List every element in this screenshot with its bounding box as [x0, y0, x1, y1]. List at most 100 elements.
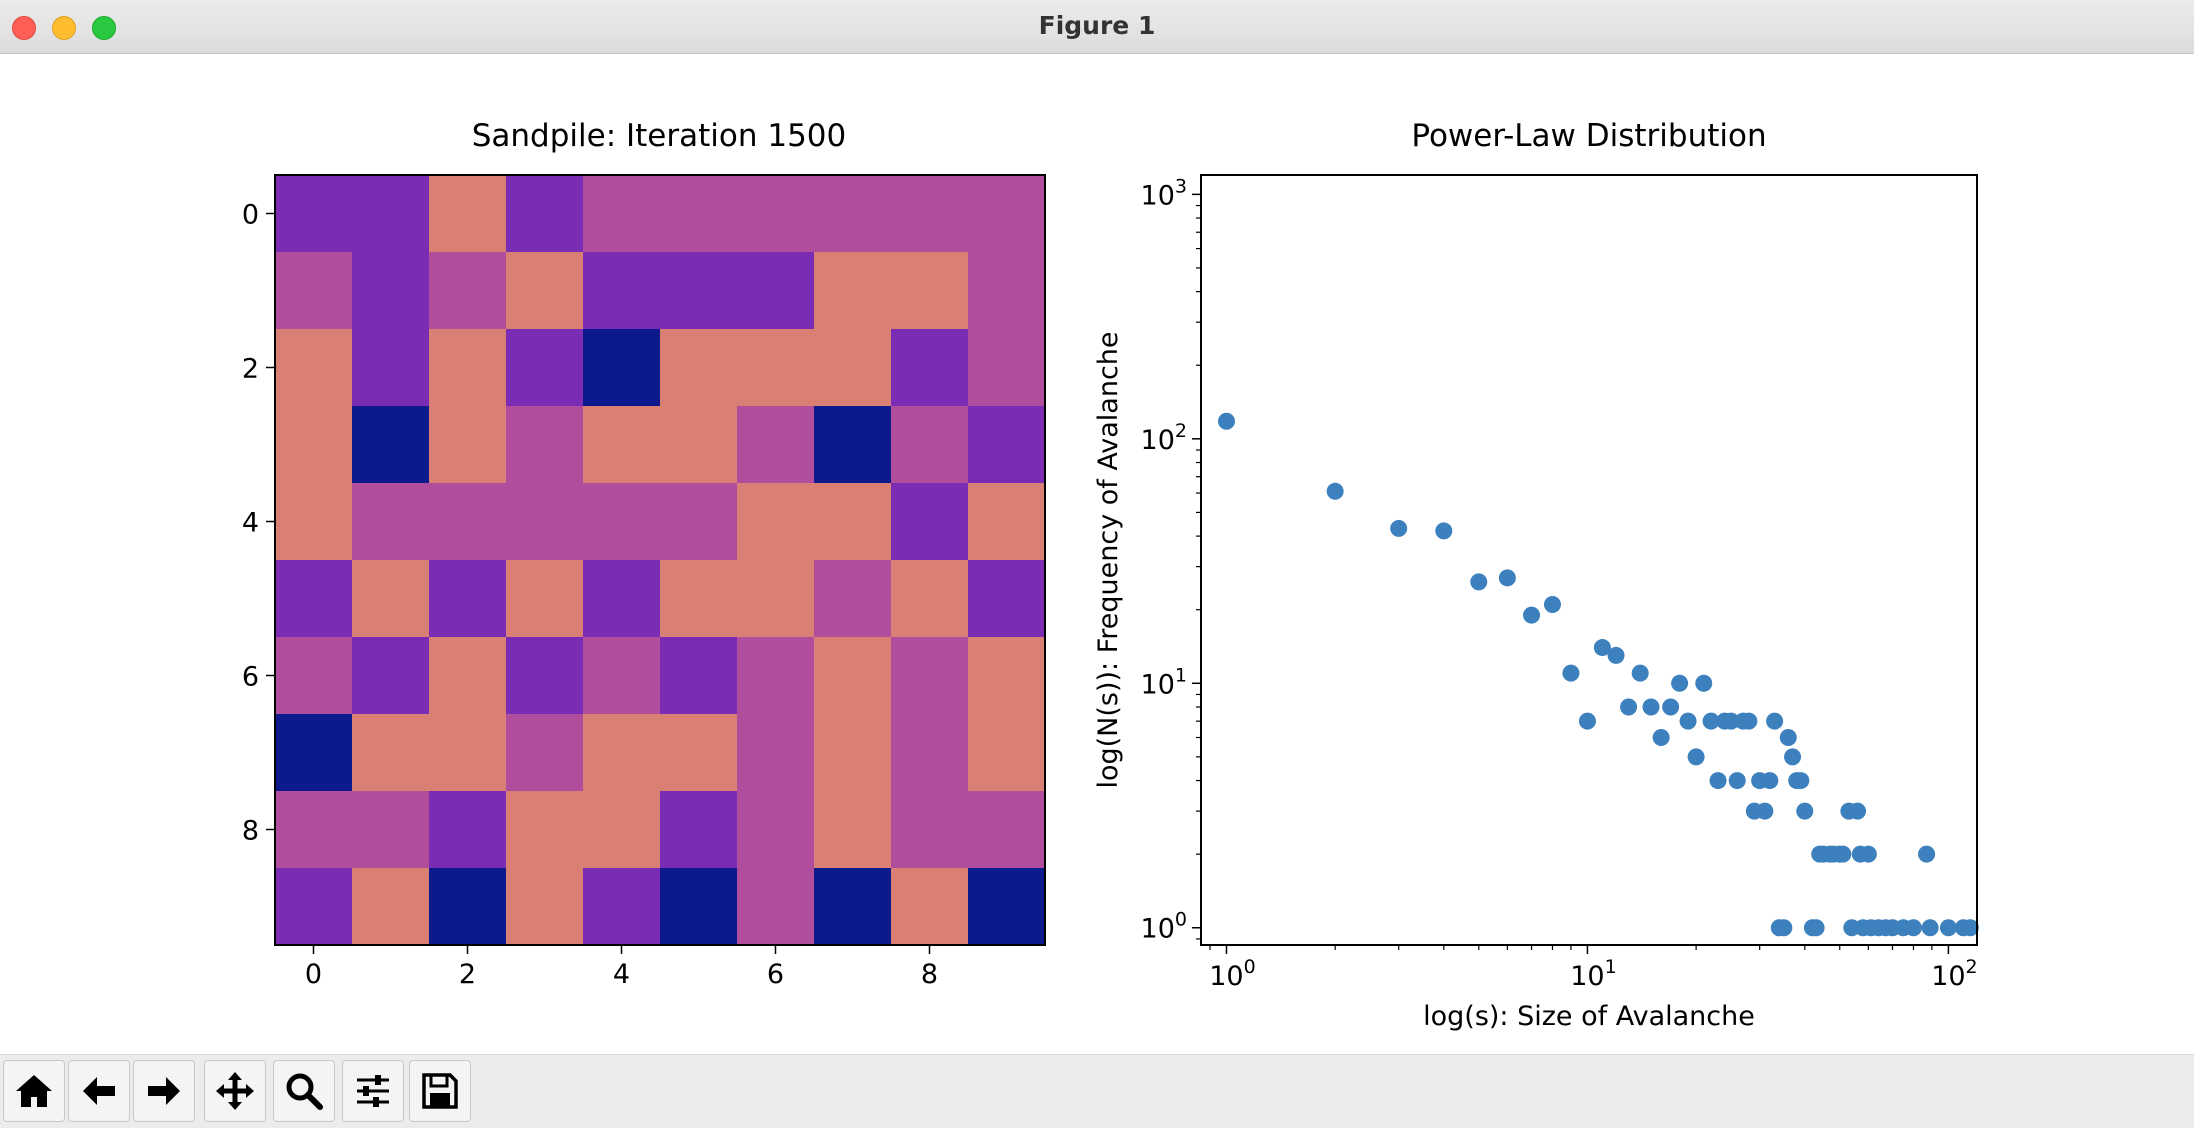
scatter-point — [1939, 919, 1957, 937]
heatmap-cell — [660, 637, 738, 715]
heatmap-cell — [968, 560, 1046, 638]
scatter-point — [1578, 712, 1596, 730]
heatmap-cell — [737, 560, 815, 638]
heatmap-cell — [583, 329, 661, 407]
heatmap-cell — [275, 406, 353, 484]
scatter-point — [1620, 698, 1638, 716]
heatmap-cell — [583, 560, 661, 638]
heatmap-cell — [737, 637, 815, 715]
heatmap-title: Sandpile: Iteration 1500 — [472, 118, 847, 154]
heatmap-cell — [275, 252, 353, 330]
heatmap-cell — [352, 868, 430, 946]
heatmap-cell — [583, 483, 661, 561]
heatmap-cell — [737, 868, 815, 946]
heatmap-cell — [352, 483, 430, 561]
heatmap-cell — [429, 329, 507, 407]
scatter-point — [1766, 712, 1784, 730]
heatmap-cell — [660, 252, 738, 330]
scatter-point — [1834, 845, 1852, 863]
scatter-x-axis-label: log(s): Size of Avalanche — [1423, 1001, 1755, 1032]
scatter-point — [1642, 698, 1660, 716]
heatmap-cell — [814, 637, 892, 715]
scatter-point — [1918, 845, 1936, 863]
scatter-point — [1543, 596, 1561, 614]
heatmap-cell — [583, 175, 661, 253]
heatmap-cell — [891, 637, 969, 715]
configure-subplots-button[interactable] — [342, 1060, 404, 1122]
heatmap-cell — [275, 637, 353, 715]
floppy-disk-icon — [422, 1073, 458, 1109]
heatmap-cell — [506, 868, 584, 946]
heatmap-cell — [891, 560, 969, 638]
scatter-point — [1761, 772, 1779, 790]
heatmap-cells — [275, 175, 1046, 946]
heatmap-cell — [429, 637, 507, 715]
scatter-point — [1326, 482, 1344, 500]
heatmap-cell — [968, 483, 1046, 561]
power-law-scatter: Power-Law Distribution 100 101 10210010110… — [1093, 118, 1979, 1032]
heatmap-cell — [583, 868, 661, 946]
heatmap-cell — [660, 560, 738, 638]
save-button[interactable] — [409, 1060, 471, 1122]
scatter-ticks: 100 101 102 100 101 102 103 — [1141, 175, 1978, 992]
y-tick-label: 4 — [242, 508, 259, 539]
maximize-window-button[interactable] — [92, 16, 116, 40]
heatmap-cell — [429, 175, 507, 253]
minimize-window-button[interactable] — [52, 16, 76, 40]
scatter-point — [1217, 412, 1235, 430]
heatmap-cell — [660, 406, 738, 484]
scatter-point — [1631, 664, 1649, 682]
heatmap-cell — [352, 406, 430, 484]
scatter-point — [1695, 674, 1713, 692]
heatmap-cell — [583, 406, 661, 484]
back-button[interactable] — [68, 1060, 130, 1122]
heatmap-cell — [814, 175, 892, 253]
heatmap-cell — [814, 714, 892, 792]
x-tick-label: 102 — [1931, 956, 1977, 992]
heatmap-cell — [660, 483, 738, 561]
heatmap-cell — [506, 252, 584, 330]
y-tick-label: 0 — [242, 200, 259, 231]
scatter-point — [1740, 712, 1758, 730]
forward-button[interactable] — [133, 1060, 195, 1122]
heatmap-cell — [737, 406, 815, 484]
close-window-button[interactable] — [12, 16, 36, 40]
scatter-point — [1728, 772, 1746, 790]
y-tick-label: 100 — [1141, 909, 1187, 945]
home-button[interactable] — [3, 1060, 65, 1122]
heatmap-cell — [275, 560, 353, 638]
y-tick-label: 8 — [242, 816, 259, 847]
scatter-plot-area — [1201, 175, 1977, 945]
heatmap-cell — [429, 868, 507, 946]
y-tick-label: 102 — [1141, 420, 1187, 456]
home-icon — [16, 1075, 52, 1107]
scatter-point — [1784, 748, 1802, 766]
scatter-point — [1961, 919, 1979, 937]
heatmap-cell — [891, 714, 969, 792]
window-titlebar: Figure 1 — [0, 0, 2194, 54]
scatter-points — [1217, 412, 1979, 937]
heatmap-cell — [968, 714, 1046, 792]
heatmap-cell — [583, 637, 661, 715]
scatter-point — [1662, 698, 1680, 716]
heatmap-cell — [429, 406, 507, 484]
scatter-point — [1593, 639, 1611, 657]
pan-button[interactable] — [204, 1060, 266, 1122]
heatmap-cell — [429, 483, 507, 561]
heatmap-cell — [429, 252, 507, 330]
zoom-button[interactable] — [273, 1060, 335, 1122]
scatter-point — [1904, 919, 1922, 937]
heatmap-cell — [506, 406, 584, 484]
heatmap-cell — [506, 791, 584, 869]
figure-svg: Sandpile: Iteration 1500 0 2 4 6 8 0 2 4 6 8 Powe… — [242, 118, 1979, 1032]
heatmap-cell — [814, 791, 892, 869]
scatter-frame — [1200, 174, 1978, 946]
scatter-point — [1562, 664, 1580, 682]
scatter-point — [1498, 569, 1516, 587]
heatmap-cell — [814, 406, 892, 484]
heatmap-cell — [891, 868, 969, 946]
arrow-left-icon — [83, 1077, 115, 1105]
heatmap-cell — [506, 560, 584, 638]
heatmap-ticks: 0 2 4 6 8 0 2 4 6 8 — [242, 200, 938, 991]
x-tick-label: 100 — [1209, 956, 1255, 992]
